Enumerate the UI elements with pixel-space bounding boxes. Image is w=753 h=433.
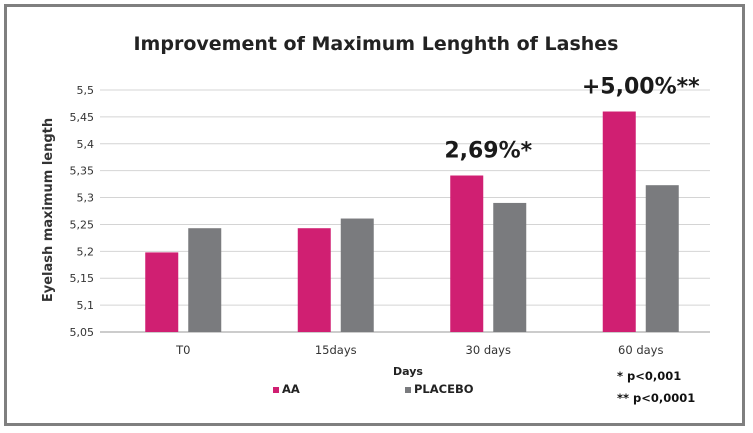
x-axis-label: Days xyxy=(393,365,423,378)
y-tick-labels: 5,05 5,1 5,15 5,2 5,25 5,3 5,35 5,4 5,45 5,5 xyxy=(70,84,95,339)
annotation-label: 2,69%* xyxy=(444,139,532,164)
legend-label-placebo: PLACEBO xyxy=(414,382,474,396)
bar-placebo-t0 xyxy=(188,228,222,332)
bar-aa-t0 xyxy=(145,252,179,332)
y-tick-label: 5,1 xyxy=(77,299,95,312)
y-tick-label: 5,2 xyxy=(77,245,95,258)
y-tick-label: 5,5 xyxy=(77,84,95,97)
x-tick-labels: T0 15days 30 days 60 days xyxy=(175,343,663,357)
x-tick-label: T0 xyxy=(175,343,190,357)
bar-aa-60-days xyxy=(602,111,636,332)
legend-swatch-aa xyxy=(273,387,279,393)
x-tick-label: 30 days xyxy=(466,343,511,357)
bars xyxy=(145,111,679,332)
y-tick-label: 5,45 xyxy=(70,111,95,124)
y-tick-label: 5,35 xyxy=(70,165,95,178)
y-tick-label: 5,15 xyxy=(70,272,95,285)
y-axis-label: Eyelash maximum length xyxy=(41,118,56,302)
x-tick-label: 60 days xyxy=(618,343,663,357)
footnotes: * p<0,001 ** p<0,0001 xyxy=(617,369,695,405)
y-tick-label: 5,4 xyxy=(77,138,95,151)
y-tick-label: 5,3 xyxy=(77,192,95,205)
chart-title: Improvement of Maximum Lenghth of Lashes xyxy=(133,33,618,55)
bar-placebo-15days xyxy=(340,218,374,332)
legend: AA PLACEBO xyxy=(273,382,474,396)
y-tick-label: 5,05 xyxy=(70,326,95,339)
legend-label-aa: AA xyxy=(282,382,300,396)
legend-swatch-placebo xyxy=(405,387,411,393)
bar-placebo-60-days xyxy=(645,185,679,332)
y-tick-label: 5,25 xyxy=(70,218,95,231)
bar-aa-30-days xyxy=(450,175,484,332)
bar-aa-15days xyxy=(297,228,331,332)
bar-placebo-30-days xyxy=(493,202,527,332)
annotation-label: +5,00%** xyxy=(582,75,700,100)
x-tick-label: 15days xyxy=(315,343,357,357)
footnote: * p<0,001 xyxy=(617,369,681,383)
annotations: 2,69%* +5,00%** xyxy=(444,75,700,164)
footnote: ** p<0,0001 xyxy=(617,391,695,405)
